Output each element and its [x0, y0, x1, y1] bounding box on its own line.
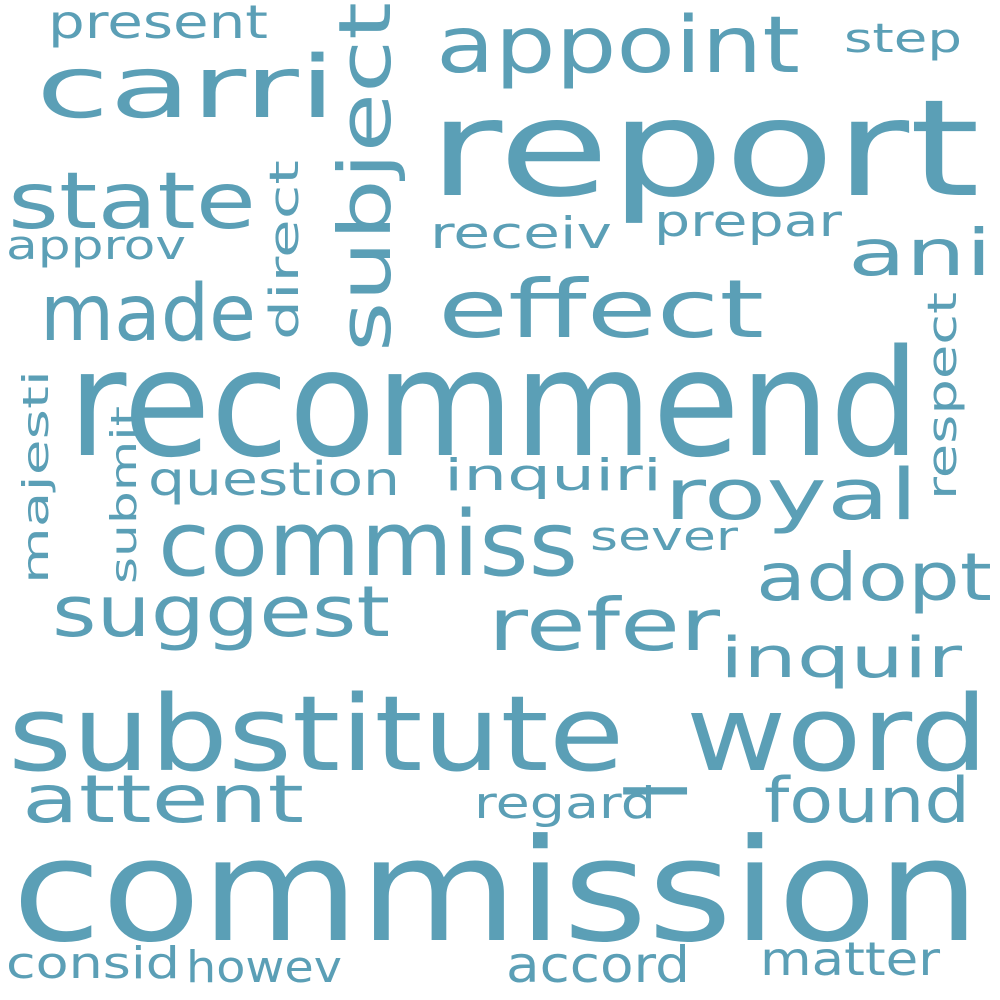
- word-recommend: recommend: [68, 318, 920, 490]
- word-majesti: majesti: [16, 370, 57, 584]
- word-adopt: adopt: [756, 539, 992, 616]
- word-ani: ani: [848, 217, 992, 291]
- word-commission: commission: [12, 809, 980, 974]
- word-receiv: receiv: [430, 208, 612, 259]
- word-direct: direct: [262, 160, 308, 340]
- word-howev: howev: [186, 942, 342, 993]
- word-accord: accord: [506, 936, 690, 994]
- word-found: found: [764, 764, 970, 837]
- word-commiss: commiss: [158, 492, 578, 597]
- word-matter: matter: [760, 932, 940, 986]
- word-royal: royal: [664, 454, 918, 536]
- word-attent: attent: [22, 761, 304, 838]
- word-effect: effect: [438, 263, 764, 356]
- word-consid: consid: [6, 938, 180, 989]
- word-inquiri: inquiri: [444, 450, 662, 501]
- word-refer: refer: [488, 583, 721, 667]
- word-carri: carri: [36, 38, 336, 138]
- word-approv: approv: [6, 223, 186, 269]
- word-report: report: [428, 71, 980, 227]
- word-appoint: appoint: [436, 1, 800, 91]
- word-prepar: prepar: [654, 196, 843, 247]
- word-inquir: inquir: [720, 626, 963, 691]
- word-subject: subject: [323, 2, 407, 352]
- word-substitute-word: substitute_word: [8, 673, 988, 795]
- word-sever: sever: [590, 514, 739, 560]
- word-respect: respect: [920, 292, 966, 500]
- word-step: step: [844, 16, 962, 62]
- word-state: state: [8, 157, 256, 247]
- word-submit: submit: [104, 406, 145, 584]
- word-question: question: [148, 452, 400, 506]
- word-regard: regard: [474, 778, 656, 829]
- word-present: present: [48, 0, 268, 49]
- word-suggest: suggest: [52, 571, 390, 653]
- word-made: made: [40, 269, 256, 359]
